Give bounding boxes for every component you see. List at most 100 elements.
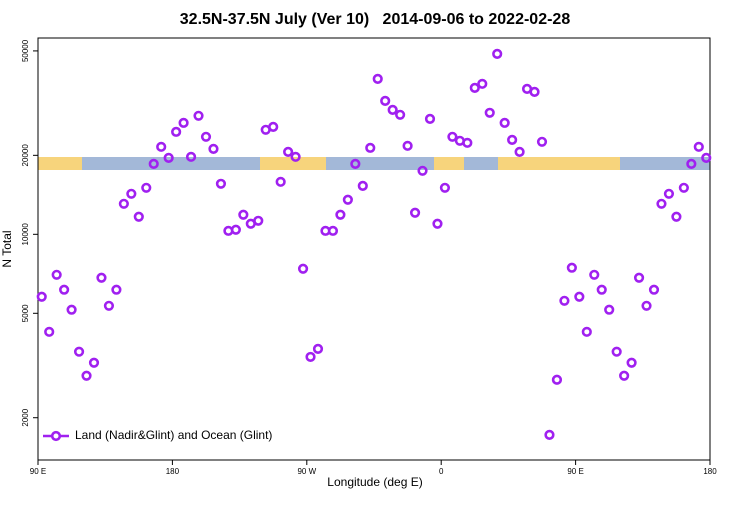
data-point [193, 110, 204, 121]
data-point [477, 78, 488, 89]
data-point [230, 224, 241, 235]
data-point [469, 82, 480, 93]
data-point [648, 284, 660, 295]
data-point [619, 370, 630, 381]
x-tick-label: 0 [439, 467, 444, 476]
data-point [686, 158, 697, 169]
data-point [536, 136, 548, 147]
data-point [81, 370, 92, 381]
chart-title: 32.5N-37.5N July (Ver 10) 2014-09-06 to … [180, 11, 571, 28]
data-point [641, 300, 652, 311]
data-point [156, 141, 167, 152]
data-point [44, 326, 55, 337]
data-point [701, 152, 712, 163]
data-point [238, 209, 249, 220]
data-point [566, 262, 577, 273]
x-axis-label: Longitude (deg E) [327, 475, 422, 489]
x-tick-label: 90 E [567, 467, 583, 476]
data-point [432, 218, 443, 229]
data-point [529, 86, 540, 97]
y-tick-label: 2000 [21, 408, 30, 426]
x-tick-label: 90 E [30, 467, 46, 476]
land-strip [260, 157, 326, 170]
data-point [126, 188, 137, 199]
data-point [559, 295, 570, 306]
plot-frame [37, 37, 711, 461]
data-point [409, 207, 421, 218]
data-point [589, 269, 600, 280]
data-point [111, 284, 122, 295]
y-tick-label: 50000 [21, 39, 30, 62]
x-tick-label: 180 [703, 467, 717, 476]
data-point [380, 95, 391, 106]
data-point [417, 165, 428, 176]
data-point [178, 117, 189, 128]
data-point [372, 73, 383, 84]
data-point [335, 209, 346, 220]
data-point [663, 188, 675, 199]
data-point [73, 346, 85, 357]
data-point [402, 140, 413, 151]
data-point [350, 158, 361, 169]
data-point [305, 351, 316, 363]
data-point [656, 198, 667, 209]
y-axis-label: N Total [0, 230, 14, 267]
data-point [297, 263, 309, 274]
data-point [51, 269, 62, 280]
land-strip [434, 157, 464, 170]
data-point [215, 178, 227, 189]
y-tick-label: 10000 [21, 223, 30, 246]
data-point [544, 429, 555, 441]
data-point [171, 126, 182, 137]
data-point [611, 346, 622, 357]
data-point [484, 107, 495, 118]
data-point [365, 142, 376, 153]
data-point [327, 225, 339, 236]
land-strip [498, 157, 620, 170]
data-point [633, 272, 645, 283]
data-point [424, 113, 436, 124]
data-point [148, 158, 159, 169]
data-point [507, 134, 518, 145]
data-point [596, 284, 607, 295]
data-point [133, 211, 144, 222]
land-strip [38, 157, 82, 170]
data-point [693, 141, 704, 152]
data-point [342, 194, 353, 205]
data-point [163, 152, 174, 163]
land-ocean-band [38, 157, 710, 170]
data-point [514, 146, 525, 157]
data-point [574, 291, 585, 302]
legend-marker [50, 430, 62, 442]
data-point [66, 304, 77, 315]
data-point [357, 180, 368, 191]
data-point [96, 272, 107, 283]
data-point [439, 182, 451, 193]
data-point [290, 151, 301, 162]
data-point [200, 131, 212, 142]
data-point [626, 357, 637, 368]
data-point [551, 374, 563, 385]
y-tick-label: 5000 [21, 304, 30, 322]
data-point [671, 211, 682, 222]
data-point [118, 198, 129, 209]
data-point [283, 146, 294, 157]
data-point [678, 182, 689, 193]
x-tick-label: 90 W [297, 467, 316, 476]
data-point [462, 137, 473, 148]
data-point [103, 300, 115, 311]
y-tick-label: 20000 [21, 144, 30, 167]
legend-label: Land (Nadir&Glint) and Ocean (Glint) [75, 428, 272, 442]
data-point [268, 121, 279, 132]
data-point [492, 48, 503, 59]
data-point [387, 104, 398, 115]
data-point [604, 304, 615, 315]
data-point [581, 326, 592, 337]
data-point [185, 151, 197, 162]
data-point [447, 131, 458, 142]
data-point [499, 117, 510, 128]
x-tick-label: 180 [166, 467, 180, 476]
data-point [253, 215, 264, 226]
data-point [141, 182, 152, 193]
